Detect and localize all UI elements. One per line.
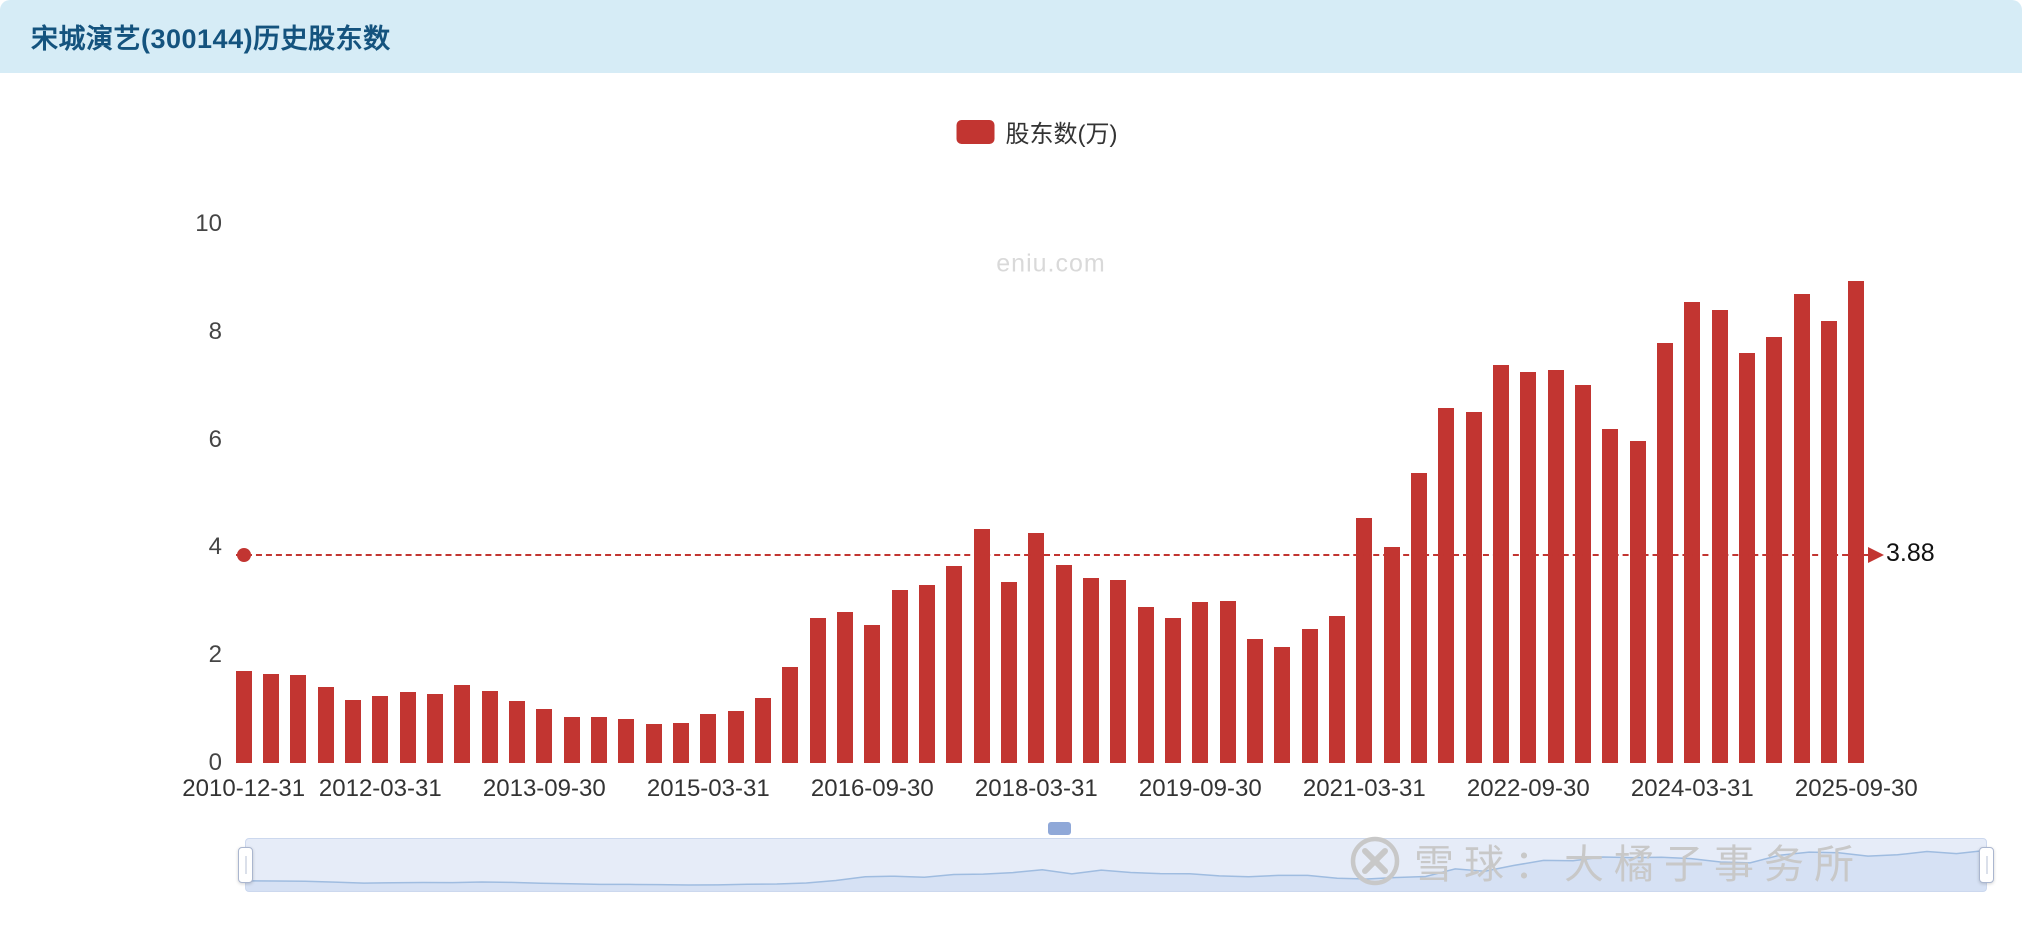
x-axis-label: 2010-12-31: [182, 775, 306, 802]
bar[interactable]: [1028, 533, 1045, 763]
bar[interactable]: [1821, 321, 1837, 763]
bar[interactable]: [481, 690, 498, 763]
y-axis-label: 4: [208, 533, 222, 561]
bar[interactable]: [919, 585, 935, 763]
bar[interactable]: [1001, 582, 1017, 763]
bar[interactable]: [1493, 364, 1509, 763]
x-axis-label: 2013-09-30: [482, 775, 606, 802]
page-title: 宋城演艺(300144)历史股东数: [31, 24, 391, 54]
bar[interactable]: [1793, 294, 1810, 763]
bar[interactable]: [317, 687, 334, 763]
bar[interactable]: [454, 685, 471, 763]
bar[interactable]: [1848, 280, 1865, 763]
x-axis-label: 2021-03-31: [1302, 775, 1426, 802]
y-axis-label: 0: [208, 749, 222, 776]
x-axis-label: 2025-09-30: [1794, 775, 1918, 802]
bar[interactable]: [1055, 564, 1072, 763]
plot-area: 2010-12-31 2012-03-31 2013-09-30 2015-03-31…: [182, 224, 1918, 802]
bar[interactable]: [1684, 302, 1701, 763]
bar[interactable]: [1739, 353, 1755, 763]
bar[interactable]: [1575, 385, 1591, 763]
x-axis-label: 2016-09-30: [810, 775, 934, 802]
bar[interactable]: [864, 625, 881, 763]
bar[interactable]: [591, 716, 607, 763]
bar[interactable]: [1438, 408, 1455, 763]
bar[interactable]: [1411, 473, 1427, 763]
bar[interactable]: [891, 590, 908, 763]
bar[interactable]: [755, 698, 771, 763]
bar[interactable]: [372, 696, 389, 763]
bar[interactable]: [645, 724, 662, 763]
eniu-watermark: eniu.com: [996, 249, 1106, 278]
x-axis-label: 2018-03-31: [974, 775, 1098, 802]
bar[interactable]: [727, 711, 744, 763]
bar[interactable]: [1547, 369, 1564, 763]
datazoom-move-handle[interactable]: [1048, 822, 1071, 835]
y-axis: 0 2 4 6 8 10: [66, 0, 222, 926]
datazoom-handle-right[interactable]: [1979, 847, 1994, 883]
bar[interactable]: [1520, 372, 1537, 763]
bar[interactable]: [1465, 412, 1482, 763]
bar[interactable]: [1657, 342, 1673, 763]
xueqiu-watermark: 雪球：大橘子事务所: [1348, 832, 1864, 890]
bar[interactable]: [1602, 428, 1619, 763]
bar[interactable]: [536, 709, 553, 763]
y-axis-label: 8: [208, 317, 222, 345]
datazoom-slider[interactable]: [238, 822, 1994, 892]
bar[interactable]: [399, 692, 416, 763]
y-axis-label: 2: [208, 641, 222, 669]
bar[interactable]: [782, 666, 799, 763]
legend-label: 股东数(万): [1005, 121, 1118, 148]
bar[interactable]: [1329, 615, 1345, 763]
x-axis-label: 2022-09-30: [1466, 775, 1590, 802]
x-axis-label: 2012-03-31: [318, 775, 442, 802]
datazoom-handle-left[interactable]: [238, 847, 253, 883]
x-axis-label: 2015-03-31: [646, 775, 770, 802]
bar[interactable]: [1629, 440, 1646, 763]
bar[interactable]: [1083, 577, 1099, 763]
bar[interactable]: [290, 675, 307, 763]
bar[interactable]: [235, 671, 252, 763]
bar[interactable]: [1301, 628, 1318, 763]
bar[interactable]: [809, 617, 826, 763]
y-axis-label: 10: [195, 210, 222, 237]
bar[interactable]: [427, 693, 443, 763]
average-line: [236, 546, 1884, 563]
bar[interactable]: [618, 719, 635, 763]
bar[interactable]: [700, 714, 717, 763]
bar[interactable]: [263, 673, 279, 763]
header-bar: 宋城演艺(300144)历史股东数: [0, 0, 2022, 73]
bar[interactable]: [1110, 579, 1127, 763]
bar[interactable]: [563, 716, 580, 763]
bar[interactable]: [1165, 617, 1181, 763]
datazoom-preview: [246, 849, 1986, 891]
bar[interactable]: [1192, 601, 1209, 763]
average-line-label: 3.88: [1886, 538, 1935, 567]
bar[interactable]: [1219, 600, 1236, 763]
bar[interactable]: [509, 701, 525, 763]
average-line-dot: [237, 547, 251, 562]
bar[interactable]: [1274, 647, 1291, 763]
bar[interactable]: [345, 699, 361, 763]
legend-item-shareholders[interactable]: 股东数(万): [956, 114, 1118, 149]
bar[interactable]: [1137, 607, 1154, 763]
y-axis-label: 6: [208, 425, 222, 453]
xueqiu-logo-icon: [1350, 836, 1400, 886]
bar[interactable]: [973, 528, 990, 763]
xueqiu-watermark-text: 雪球：大橘子事务所: [1414, 843, 1864, 887]
bar[interactable]: [1247, 639, 1263, 763]
x-axis-label: 2019-09-30: [1138, 775, 1262, 802]
bar[interactable]: [837, 612, 853, 763]
bar[interactable]: [946, 565, 963, 763]
bar[interactable]: [1383, 547, 1400, 763]
legend-swatch: [956, 119, 995, 144]
bar[interactable]: [1766, 337, 1783, 763]
x-axis-label: 2024-03-31: [1630, 775, 1754, 802]
bar[interactable]: [1356, 517, 1373, 763]
bar[interactable]: [1711, 310, 1728, 763]
average-line-arrow: [1868, 546, 1884, 563]
bar[interactable]: [673, 723, 689, 763]
